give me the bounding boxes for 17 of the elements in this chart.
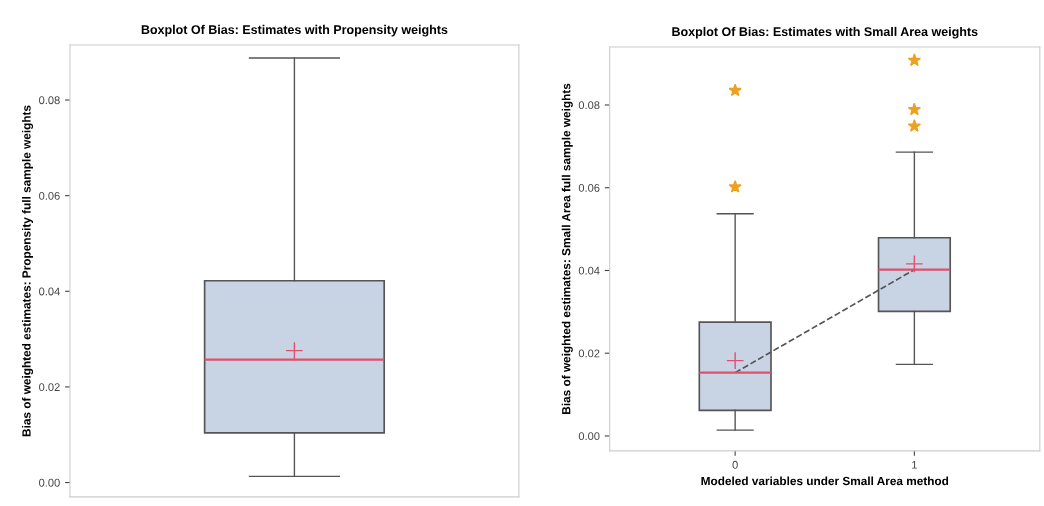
x-tick-label: 0 — [732, 460, 738, 469]
y-tick-label: 0.00 — [39, 478, 60, 487]
y-tick-label: 0.02 — [39, 383, 60, 392]
y-axis-title: Bias of weighted estimates: Small Area full sample weights — [561, 83, 573, 414]
y-tick-label: 0.02 — [578, 349, 600, 358]
x-axis-title: Modeled variables under Small Area method — [701, 476, 949, 486]
y-tick-label: 0.08 — [39, 96, 60, 105]
y-tick-label: 0.04 — [39, 287, 60, 296]
y-tick-label: 0.08 — [578, 101, 600, 110]
chart-title: Boxplot Of Bias: Estimates with Small Area weights — [672, 26, 978, 39]
chart-title: Boxplot Of Bias: Estimates with Propensity weights — [141, 24, 448, 37]
y-tick-label: 0.06 — [39, 191, 60, 200]
y-axis-title: Bias of weighted estimates: Propensity full sample weights — [21, 105, 34, 437]
y-tick-label: 0.06 — [578, 183, 600, 192]
x-tick-label: 1 — [912, 460, 917, 469]
y-tick-label: 0.00 — [578, 432, 600, 441]
y-tick-label: 0.04 — [578, 266, 600, 275]
